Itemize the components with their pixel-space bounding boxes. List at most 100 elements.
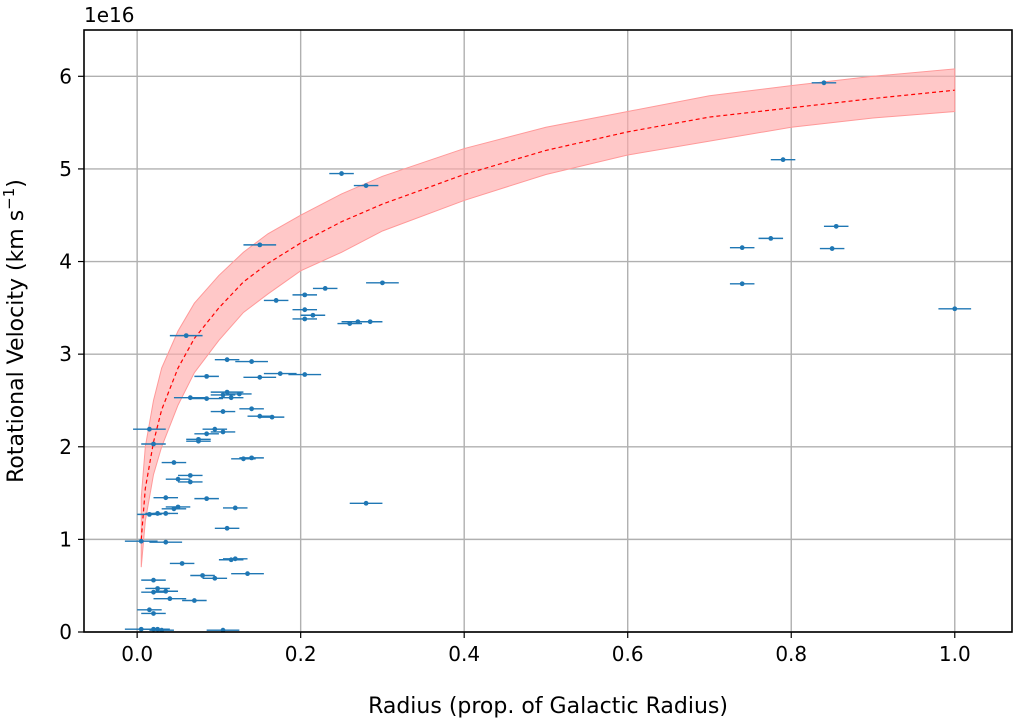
x-tick-label: 1.0 xyxy=(939,642,971,666)
point-marker xyxy=(220,429,226,435)
data-point xyxy=(231,456,256,462)
data-point xyxy=(161,460,187,465)
data-point xyxy=(247,413,273,419)
point-marker xyxy=(739,245,745,251)
y-tick-label: 0 xyxy=(59,620,72,644)
point-marker xyxy=(339,171,344,176)
y-tick-label: 2 xyxy=(59,435,72,459)
data-point xyxy=(329,171,354,176)
data-point xyxy=(202,426,228,432)
point-marker xyxy=(257,242,263,248)
point-marker xyxy=(212,426,218,432)
data-point xyxy=(263,371,297,377)
data-point xyxy=(366,280,399,286)
data-point xyxy=(153,596,187,602)
data-point xyxy=(353,183,379,188)
y-tick-label: 4 xyxy=(59,250,72,274)
x-tick-label: 0.6 xyxy=(612,642,644,666)
point-marker xyxy=(273,298,279,303)
data-point xyxy=(133,426,166,432)
point-marker xyxy=(236,391,242,397)
data-point xyxy=(227,391,252,397)
point-marker xyxy=(220,409,226,414)
point-marker xyxy=(833,223,839,229)
data-point xyxy=(218,557,244,563)
data-point xyxy=(222,556,248,562)
data-point xyxy=(141,577,166,583)
data-point xyxy=(263,298,289,303)
axis-ticks: 0.0 0.2 0.4 0.6 0.8 1.0 0 1 2 3 4 5 6 xyxy=(59,64,970,666)
point-marker xyxy=(204,373,210,379)
data-point xyxy=(165,476,191,482)
point-marker xyxy=(196,438,201,444)
point-marker xyxy=(171,460,177,465)
data-point xyxy=(141,589,166,595)
data-point xyxy=(300,312,326,318)
point-marker xyxy=(204,396,210,402)
point-marker xyxy=(187,479,193,485)
data-point xyxy=(194,373,219,379)
data-point xyxy=(239,406,264,412)
data-point xyxy=(288,372,322,377)
data-point xyxy=(823,223,849,229)
data-point xyxy=(231,571,264,577)
data-point xyxy=(137,511,162,517)
data-point xyxy=(214,525,240,531)
data-point xyxy=(729,245,755,251)
y-tick-label: 1 xyxy=(59,527,72,551)
data-point xyxy=(153,495,179,501)
confidence-band xyxy=(140,68,956,568)
point-marker xyxy=(829,246,835,251)
x-tick-label: 0.4 xyxy=(448,642,480,666)
point-marker xyxy=(183,333,189,339)
data-points xyxy=(124,80,972,633)
point-marker xyxy=(155,626,160,632)
point-marker xyxy=(171,506,177,512)
point-marker xyxy=(155,586,160,591)
x-tick-label: 0.0 xyxy=(121,642,153,666)
point-marker xyxy=(363,183,369,188)
point-marker xyxy=(952,306,958,312)
point-marker xyxy=(257,374,263,380)
point-marker xyxy=(163,588,169,594)
y-axis-label-close: ) xyxy=(4,179,29,188)
data-point xyxy=(222,505,248,511)
point-marker xyxy=(155,511,160,516)
x-tick-label: 0.2 xyxy=(285,642,317,666)
point-marker xyxy=(151,611,156,616)
plot-frame xyxy=(83,29,1013,633)
data-point xyxy=(819,246,845,251)
data-point xyxy=(770,157,796,163)
point-marker xyxy=(302,307,308,313)
data-point xyxy=(202,575,228,581)
point-marker xyxy=(151,589,156,595)
data-point xyxy=(337,321,362,326)
point-marker xyxy=(200,573,205,578)
data-point xyxy=(190,573,215,578)
data-point xyxy=(758,235,784,241)
point-marker xyxy=(249,406,255,412)
point-marker xyxy=(245,571,250,577)
point-marker xyxy=(322,285,328,291)
point-marker xyxy=(151,441,156,447)
point-marker xyxy=(167,596,173,602)
y-axis-label-main: Rotational Velocity (km s xyxy=(4,210,29,483)
data-point xyxy=(243,374,277,380)
y-offset-label: 1e16 xyxy=(84,3,134,27)
data-point xyxy=(169,333,203,339)
point-marker xyxy=(224,357,230,363)
data-point xyxy=(194,431,219,437)
point-marker xyxy=(187,473,193,478)
point-marker xyxy=(302,372,308,377)
point-marker xyxy=(191,598,197,603)
data-point xyxy=(182,598,207,603)
point-marker xyxy=(147,511,152,517)
point-marker xyxy=(228,557,234,563)
point-marker xyxy=(204,431,210,437)
data-point xyxy=(235,359,268,364)
point-marker xyxy=(228,395,234,401)
point-marker xyxy=(179,561,185,566)
data-point xyxy=(145,626,170,632)
data-point xyxy=(292,292,318,298)
point-marker xyxy=(257,413,263,419)
